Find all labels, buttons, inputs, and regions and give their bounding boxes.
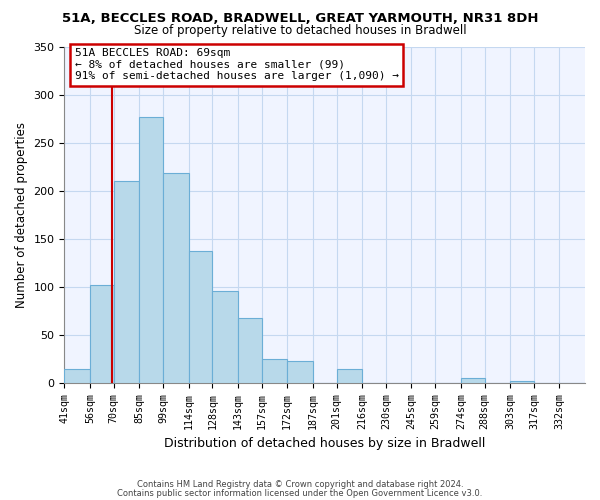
Y-axis label: Number of detached properties: Number of detached properties <box>15 122 28 308</box>
Bar <box>337 368 362 383</box>
Bar <box>212 290 238 383</box>
Text: Size of property relative to detached houses in Bradwell: Size of property relative to detached ho… <box>134 24 466 37</box>
Bar <box>510 381 534 383</box>
Bar <box>461 378 485 383</box>
Bar <box>90 285 114 383</box>
Bar <box>139 116 163 383</box>
Bar <box>287 361 313 383</box>
Text: 51A BECCLES ROAD: 69sqm
← 8% of detached houses are smaller (99)
91% of semi-det: 51A BECCLES ROAD: 69sqm ← 8% of detached… <box>75 48 399 82</box>
Bar <box>188 252 212 383</box>
Bar <box>114 181 139 383</box>
X-axis label: Distribution of detached houses by size in Bradwell: Distribution of detached houses by size … <box>164 437 485 450</box>
Text: Contains public sector information licensed under the Open Government Licence v3: Contains public sector information licen… <box>118 488 482 498</box>
Text: Contains HM Land Registry data © Crown copyright and database right 2024.: Contains HM Land Registry data © Crown c… <box>137 480 463 489</box>
Bar <box>238 318 262 383</box>
Text: 51A, BECCLES ROAD, BRADWELL, GREAT YARMOUTH, NR31 8DH: 51A, BECCLES ROAD, BRADWELL, GREAT YARMO… <box>62 12 538 26</box>
Bar <box>163 174 188 383</box>
Bar <box>262 359 287 383</box>
Bar <box>64 368 90 383</box>
